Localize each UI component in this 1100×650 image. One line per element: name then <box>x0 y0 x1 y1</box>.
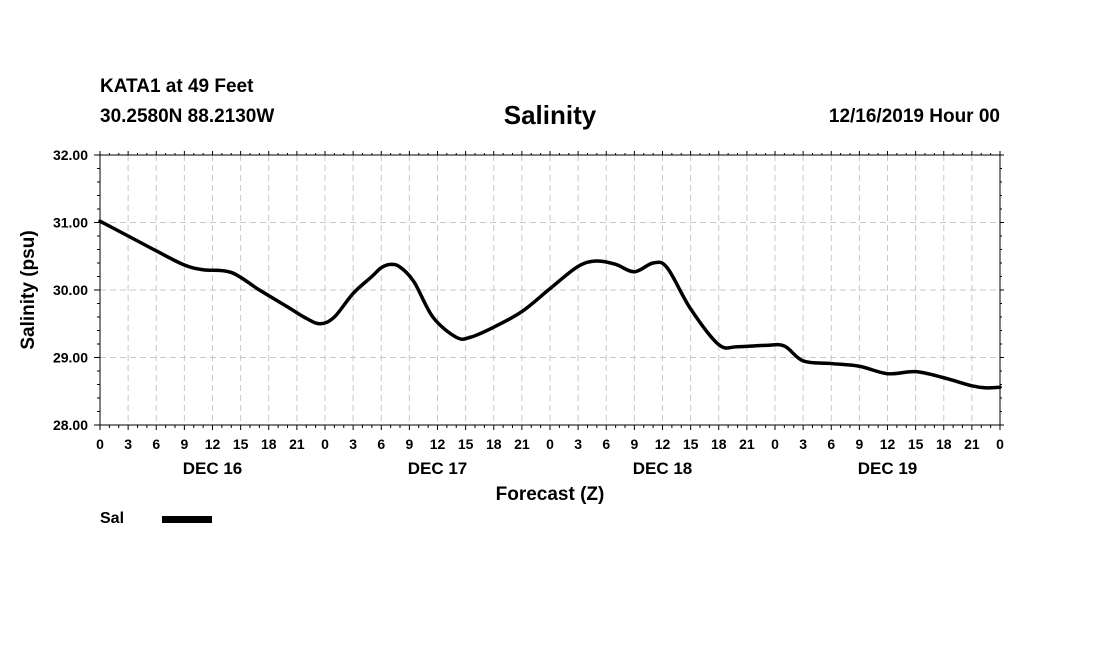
x-tick-label: 12 <box>880 436 896 452</box>
x-tick-label: 15 <box>458 436 474 452</box>
x-tick-label: 21 <box>964 436 980 452</box>
x-tick-label: 0 <box>321 436 329 452</box>
x-tick-label: 0 <box>96 436 104 452</box>
plot-frame <box>99 154 1001 426</box>
y-tick-label: 31.00 <box>53 215 88 231</box>
x-tick-label: 3 <box>574 436 582 452</box>
station-name: KATA1 at 49 Feet <box>100 76 254 97</box>
y-tick-label: 29.00 <box>53 350 88 366</box>
x-tick-label: 9 <box>180 436 188 452</box>
forecast-run-time: 12/16/2019 Hour 00 <box>828 106 1000 127</box>
x-tick-label: 3 <box>124 436 132 452</box>
x-tick-label: 21 <box>739 436 755 452</box>
series-layer <box>98 219 1002 390</box>
legend-label: Sal <box>100 510 125 527</box>
y-tick-label: 30.00 <box>53 282 88 298</box>
x-tick-label: 0 <box>771 436 779 452</box>
x-tick-label: 21 <box>289 436 305 452</box>
x-tick-label: 12 <box>655 436 671 452</box>
x-tick-label: 18 <box>936 436 952 452</box>
x-tick-label: 0 <box>546 436 554 452</box>
grid-lines <box>100 155 1000 425</box>
x-tick-label: 9 <box>405 436 413 452</box>
x-tick-label: 3 <box>799 436 807 452</box>
x-tick-label: 6 <box>827 436 835 452</box>
y-tick-label: 28.00 <box>53 417 88 433</box>
station-coordinates: 30.2580N 88.2130W <box>100 106 275 127</box>
x-tick-label: 21 <box>514 436 530 452</box>
x-tick-label: 6 <box>377 436 385 452</box>
x-tick-label: 9 <box>855 436 863 452</box>
x-tick-label: 6 <box>152 436 160 452</box>
day-label: DEC 16 <box>183 459 243 478</box>
x-tick-label: 12 <box>430 436 446 452</box>
chart-title: Salinity <box>503 100 597 130</box>
x-tick-label: 0 <box>996 436 1004 452</box>
series-line-sal <box>98 219 1002 390</box>
day-label: DEC 18 <box>633 459 693 478</box>
x-tick-label: 15 <box>233 436 249 452</box>
legend: Sal <box>100 510 212 528</box>
day-label: DEC 19 <box>858 459 918 478</box>
axes: 0 3 6 9 12 15 18 21 0 3 6 9 12 15 18 21 0 3 6 9 12 15 18 21 0 3 6 9… <box>53 147 1004 478</box>
x-tick-label: 3 <box>349 436 357 452</box>
x-tick-label: 18 <box>261 436 277 452</box>
x-axis-title: Forecast (Z) <box>496 484 605 505</box>
x-tick-label: 15 <box>683 436 699 452</box>
x-tick-label: 18 <box>711 436 727 452</box>
x-tick-label: 15 <box>908 436 924 452</box>
day-label: DEC 17 <box>408 459 468 478</box>
x-tick-label: 18 <box>486 436 502 452</box>
y-tick-label: 32.00 <box>53 147 88 163</box>
x-tick-label: 12 <box>205 436 221 452</box>
x-tick-label: 9 <box>630 436 638 452</box>
x-tick-label: 6 <box>602 436 610 452</box>
legend-swatch <box>162 515 212 523</box>
y-axis-title: Salinity (psu) <box>18 230 39 349</box>
